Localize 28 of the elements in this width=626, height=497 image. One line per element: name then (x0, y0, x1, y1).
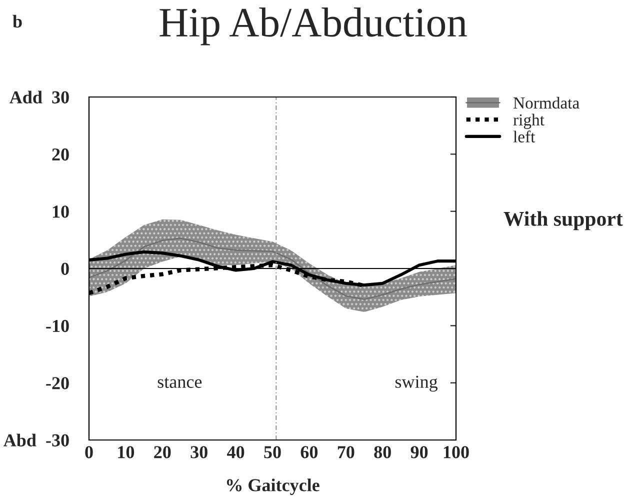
x-tick-label: 20 (154, 446, 171, 458)
x-tick-label: 50 (264, 446, 281, 458)
y-tick-label: 0 (61, 262, 69, 275)
legend-label: right (513, 114, 544, 129)
line-series (89, 238, 456, 300)
x-tick-label: 60 (300, 446, 318, 458)
legend-label: left (513, 130, 536, 142)
x-tick-label: 100 (444, 446, 469, 458)
text: With support (504, 211, 623, 230)
y-tick-label: 10 (52, 206, 69, 218)
x-axis-title: % Gaitcycle (226, 478, 320, 496)
annotation: swing (395, 376, 438, 392)
x-tick-label: 90 (410, 446, 428, 458)
text: b (12, 14, 22, 28)
chart-title: Hip Ab/Abduction (160, 7, 467, 46)
x-tick-label: 10 (118, 446, 134, 458)
annotation: stance (158, 378, 202, 388)
y-tick-label: -10 (46, 320, 69, 332)
y-tick-label: -20 (46, 377, 69, 390)
x-tick-label: 40 (227, 446, 244, 458)
x-tick-label: 70 (338, 446, 354, 458)
y-tick-label: Add 30 (10, 90, 69, 104)
y-tick-label: 20 (52, 148, 69, 161)
legend-label: Normdata (513, 96, 580, 109)
y-tick-label: Abd -30 (4, 434, 69, 446)
x-tick-label: 80 (374, 446, 391, 458)
x-tick-label: 30 (190, 446, 208, 458)
x-tick-label: 0 (85, 446, 93, 458)
